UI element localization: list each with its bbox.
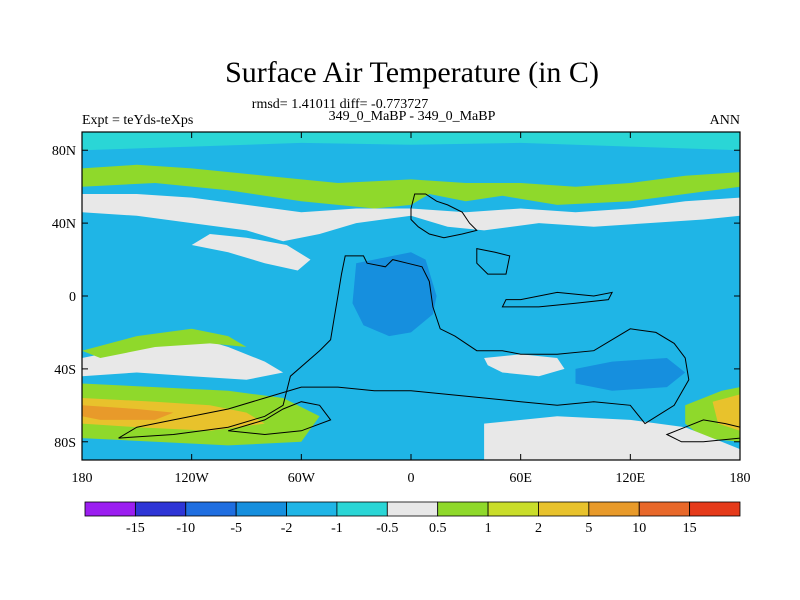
- y-tick-label: 0: [69, 290, 76, 305]
- colorbar-label: 10: [632, 521, 646, 536]
- field-region-south-pacific-warm: [82, 328, 247, 358]
- x-tick-label: 120E: [616, 471, 646, 486]
- stats-label: rmsd= 1.41011 diff= -0.773727: [252, 97, 428, 112]
- colorbar-box: [336, 501, 388, 517]
- colorbar-box: [437, 501, 489, 517]
- colorbar: -15 -10 -5 -2 -1 -0.5 0.5 1 2 5 10 15: [84, 501, 741, 536]
- colorbar-box: [185, 501, 237, 517]
- x-tick-label: 0: [408, 471, 415, 486]
- y-axis: 80N 40N 0 40S 80S: [52, 144, 740, 451]
- field-region-southern-ocean-hot: [82, 398, 265, 431]
- field-region-south-pacific-neutral: [82, 336, 284, 380]
- coastlines: [118, 193, 740, 443]
- field-region-southern-ocean-hottest: [82, 405, 174, 420]
- season-label: ANN: [710, 113, 740, 128]
- field-region-north-neutral-band: [82, 194, 740, 242]
- field-region-continent-cool: [352, 252, 437, 337]
- coastline-island-east-of-continent: [476, 247, 511, 275]
- experiment-label: Expt = teYds-teXps: [82, 113, 193, 128]
- x-axis: 180 120W 60W 0 60E 120E 180: [72, 132, 751, 486]
- field-region-south-continent-cool: [575, 358, 686, 391]
- colorbar-box: [588, 501, 640, 517]
- colorbar-box: [386, 501, 439, 517]
- field-regions: [82, 132, 740, 460]
- x-tick-label: 180: [730, 471, 751, 486]
- field-region-eastern-pacific-neutral: [191, 234, 311, 271]
- colorbar-label: 5: [585, 521, 592, 536]
- colorbar-label: -1: [331, 521, 343, 536]
- x-tick-label: 60W: [288, 471, 316, 486]
- colorbar-box: [487, 501, 539, 517]
- y-tick-label: 40S: [54, 363, 76, 378]
- colorbar-label: -5: [230, 521, 242, 536]
- field-region-antarctic-neutral: [484, 416, 740, 460]
- colorbar-label: -2: [281, 521, 293, 536]
- colorbar-label: -0.5: [376, 521, 398, 536]
- coastline-main-continent-outline: [118, 255, 690, 439]
- x-tick-label: 60E: [509, 471, 532, 486]
- colorbar-box: [134, 501, 187, 517]
- coastline-equatorial-eastern-landmass: [501, 291, 614, 308]
- colorbar-label: 0.5: [429, 521, 447, 536]
- coastline-far-east-southern-landmass: [665, 419, 740, 443]
- period-label: 349_0_MaBP - 349_0_MaBP: [329, 109, 496, 124]
- coastline-southern-western-landmass: [228, 401, 332, 436]
- field-region-arctic-cap: [82, 132, 740, 151]
- x-tick-label: 120W: [175, 471, 210, 486]
- y-tick-label: 80N: [52, 144, 76, 159]
- coastline-northern-landmass-outline: [410, 193, 478, 239]
- field-region-north-warm-band: [82, 164, 740, 209]
- colorbar-box: [638, 501, 691, 517]
- chart-title: Surface Air Temperature (in C): [225, 56, 599, 89]
- colorbar-box: [286, 501, 338, 517]
- colorbar-box: [84, 501, 136, 517]
- colorbar-box: [235, 501, 287, 517]
- colorbar-box: [689, 501, 741, 517]
- map-field: [82, 132, 740, 460]
- y-tick-label: 40N: [52, 217, 76, 232]
- colorbar-label: 2: [535, 521, 542, 536]
- colorbar-box: [538, 501, 590, 517]
- colorbar-label: -15: [126, 521, 145, 536]
- colorbar-label: 1: [485, 521, 492, 536]
- colorbar-label: 15: [683, 521, 697, 536]
- field-region-indian-ocean-neutral: [484, 354, 565, 377]
- colorbar-label: -10: [176, 521, 195, 536]
- x-tick-label: 180: [72, 471, 93, 486]
- field-region-east-southern-hot: [712, 394, 740, 431]
- y-tick-label: 80S: [54, 436, 76, 451]
